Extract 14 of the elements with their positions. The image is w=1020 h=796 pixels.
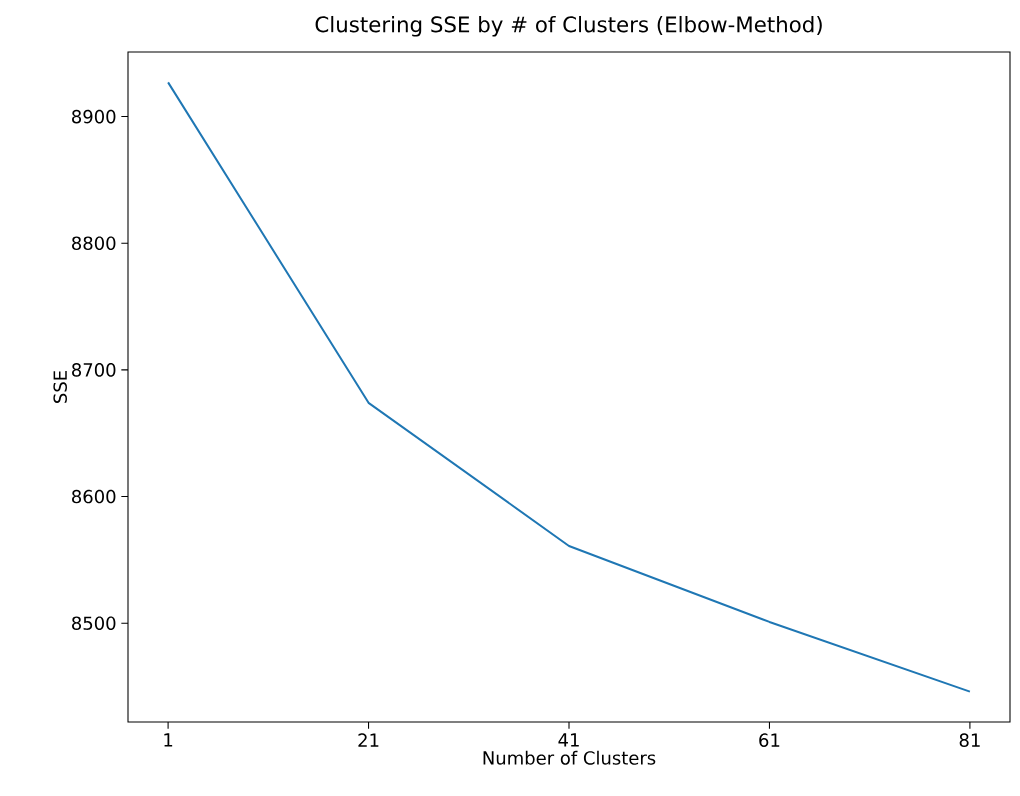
y-tick-label: 8700 bbox=[72, 363, 116, 377]
y-axis-title: SSE bbox=[53, 371, 67, 403]
x-axis-title: Number of Clusters bbox=[483, 750, 656, 765]
y-tick-label: 8900 bbox=[72, 109, 116, 124]
x-tick-label: 81 bbox=[959, 733, 980, 747]
y-tick-label: 8500 bbox=[72, 616, 116, 631]
x-tick-label: 41 bbox=[558, 733, 579, 747]
line-series bbox=[167, 81, 971, 693]
x-tick-label: 21 bbox=[358, 733, 379, 747]
y-tick-label: 8600 bbox=[72, 489, 116, 504]
chart-title: Clustering SSE by # of Clusters (Elbow-Method) bbox=[315, 15, 822, 37]
y-tick-label: 8800 bbox=[72, 236, 116, 251]
x-tick-label: 61 bbox=[759, 733, 780, 747]
x-tick-label: 1 bbox=[164, 733, 173, 747]
